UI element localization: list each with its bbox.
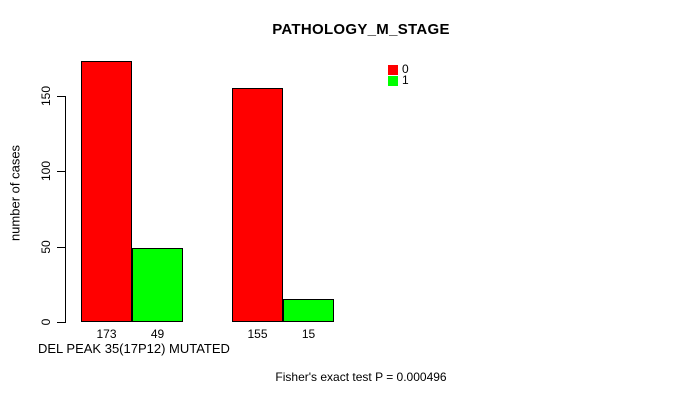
bar-group2-series-0: [232, 88, 283, 322]
bar-value-label: 15: [301, 327, 316, 341]
y-tick-label: 100: [39, 160, 53, 182]
y-axis-line: [65, 96, 66, 323]
y-tick-mark: [57, 171, 66, 172]
legend-entry-1: 1: [388, 73, 409, 87]
legend-swatch-icon: [388, 64, 398, 75]
y-tick-label: 50: [39, 240, 53, 254]
bar-group1-series-0: [81, 61, 132, 322]
legend-swatch-icon: [388, 75, 398, 86]
y-axis-label: number of cases: [7, 144, 23, 242]
bar-group2-series-1: [283, 299, 334, 322]
fisher-test-caption: Fisher's exact test P = 0.000496: [275, 370, 447, 384]
y-tick-label: 0: [39, 318, 53, 326]
y-tick-mark: [57, 247, 66, 248]
y-tick-mark: [57, 322, 66, 323]
legend-label: 0: [402, 62, 409, 76]
legend-entry-0: 0: [388, 62, 409, 76]
chart-title: PATHOLOGY_M_STAGE: [272, 21, 450, 38]
y-tick-label: 150: [39, 85, 53, 107]
bar-group1-series-1: [132, 248, 183, 322]
bar-value-label: 49: [150, 327, 165, 341]
legend-label: 1: [402, 73, 409, 87]
y-tick-mark: [57, 96, 66, 97]
bar-value-label: 173: [96, 327, 117, 341]
x-axis-label: DEL PEAK 35(17P12) MUTATED: [38, 341, 230, 356]
bar-value-label: 155: [247, 327, 268, 341]
